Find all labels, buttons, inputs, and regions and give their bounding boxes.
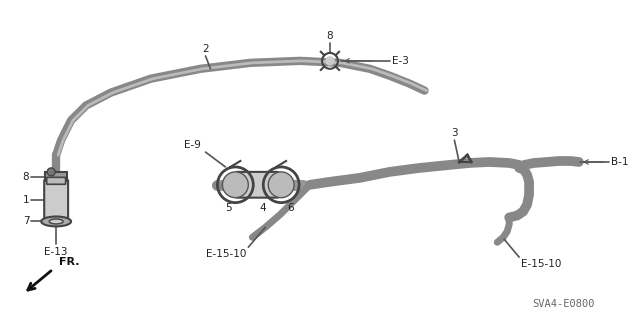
Text: E-9: E-9 xyxy=(184,140,200,150)
Text: 1: 1 xyxy=(22,195,29,205)
Text: 7: 7 xyxy=(22,217,29,226)
Circle shape xyxy=(223,172,248,198)
Text: E-3: E-3 xyxy=(392,56,408,66)
Circle shape xyxy=(47,168,55,176)
FancyBboxPatch shape xyxy=(44,180,68,221)
Text: E-15-10: E-15-10 xyxy=(521,259,561,269)
FancyBboxPatch shape xyxy=(236,172,279,198)
Text: FR.: FR. xyxy=(59,257,79,267)
Text: 4: 4 xyxy=(259,203,266,212)
Text: SVA4-E0800: SVA4-E0800 xyxy=(532,299,595,309)
Ellipse shape xyxy=(41,217,71,226)
Circle shape xyxy=(268,172,294,198)
Text: 6: 6 xyxy=(287,203,294,212)
FancyBboxPatch shape xyxy=(47,177,66,184)
Text: 2: 2 xyxy=(202,44,209,54)
Ellipse shape xyxy=(49,219,63,224)
Text: E-15-10: E-15-10 xyxy=(206,249,246,259)
Text: 3: 3 xyxy=(451,128,458,138)
Circle shape xyxy=(326,57,334,65)
Text: 5: 5 xyxy=(225,203,232,212)
Bar xyxy=(45,172,67,181)
Text: E-13: E-13 xyxy=(44,247,68,257)
Text: 8: 8 xyxy=(22,172,29,182)
Text: 8: 8 xyxy=(326,31,333,41)
Text: B-1: B-1 xyxy=(611,157,628,167)
